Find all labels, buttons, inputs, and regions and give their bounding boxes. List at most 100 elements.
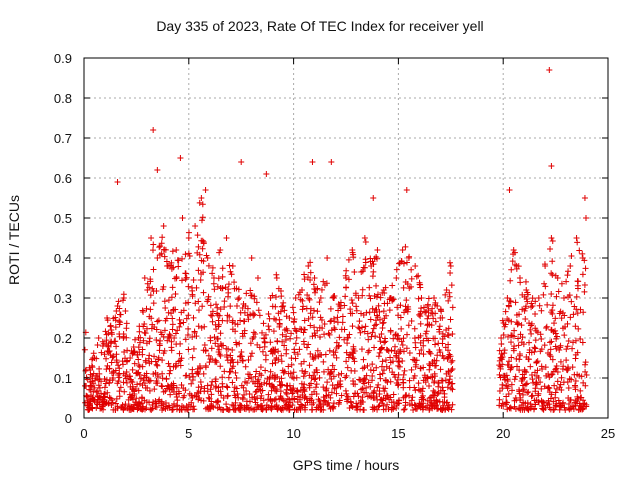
data-point — [572, 377, 579, 384]
data-point — [266, 315, 273, 322]
data-point — [254, 401, 261, 408]
data-point — [538, 385, 545, 392]
data-point — [247, 340, 254, 347]
data-point — [436, 323, 443, 330]
data-point — [369, 329, 376, 336]
data-point — [131, 360, 138, 367]
data-point — [311, 376, 318, 383]
data-point — [128, 393, 135, 400]
data-point — [515, 263, 522, 270]
data-point — [215, 275, 222, 282]
data-point — [154, 362, 161, 369]
data-point — [139, 346, 146, 353]
data-point — [531, 369, 538, 376]
data-point — [327, 370, 334, 377]
data-point — [182, 336, 189, 343]
data-point — [567, 314, 574, 321]
data-point — [433, 402, 440, 409]
data-point — [496, 347, 503, 354]
data-point — [550, 398, 557, 405]
data-point — [581, 257, 588, 264]
data-point — [177, 155, 184, 161]
data-point — [382, 335, 389, 342]
data-point — [571, 371, 578, 378]
data-point — [558, 280, 565, 287]
data-point — [136, 323, 143, 330]
data-point — [307, 276, 314, 283]
data-point — [286, 396, 293, 403]
data-point — [548, 326, 555, 333]
data-point — [185, 283, 192, 290]
data-point — [216, 346, 223, 353]
data-point — [406, 349, 413, 356]
data-point — [343, 267, 350, 274]
data-point — [262, 367, 269, 374]
data-point — [401, 406, 408, 413]
data-point — [507, 297, 514, 304]
data-point — [281, 342, 288, 349]
data-point — [379, 289, 386, 296]
data-point — [353, 303, 360, 310]
data-point — [400, 384, 407, 391]
data-point — [281, 368, 288, 375]
data-point — [574, 285, 581, 292]
data-point — [242, 363, 249, 370]
data-point — [508, 363, 515, 370]
data-point — [412, 405, 419, 412]
data-point — [364, 362, 371, 369]
data-point — [388, 399, 395, 406]
data-point — [527, 326, 534, 333]
data-point — [246, 398, 253, 405]
data-point — [283, 398, 290, 405]
data-point — [392, 374, 399, 381]
data-point — [306, 296, 313, 303]
data-point — [389, 282, 396, 289]
data-point — [446, 289, 453, 296]
data-point — [223, 401, 230, 408]
data-point — [345, 276, 352, 283]
data-point — [406, 253, 413, 260]
data-point — [367, 295, 374, 302]
data-point — [540, 291, 547, 298]
data-point — [577, 387, 584, 394]
data-point — [112, 324, 119, 331]
data-point — [379, 400, 386, 407]
data-point — [246, 391, 253, 397]
data-point — [160, 223, 167, 229]
data-point — [269, 303, 276, 310]
data-point — [179, 215, 186, 221]
data-point — [569, 339, 576, 346]
data-point — [512, 406, 519, 413]
data-point — [237, 402, 244, 409]
data-point — [263, 171, 270, 177]
data-point — [192, 300, 199, 307]
data-point — [293, 374, 300, 381]
x-axis-label: GPS time / hours — [292, 457, 400, 473]
data-point — [154, 255, 161, 261]
data-point — [417, 365, 424, 372]
data-point — [198, 195, 205, 201]
data-point — [140, 337, 147, 344]
data-point — [107, 323, 114, 330]
data-point — [188, 399, 195, 406]
data-point — [178, 277, 185, 284]
data-point — [275, 310, 282, 317]
data-point — [283, 313, 290, 320]
data-point — [565, 338, 572, 345]
data-point — [232, 369, 239, 376]
chart-title: Day 335 of 2023, Rate Of TEC Index for r… — [156, 18, 484, 34]
data-point — [528, 330, 535, 337]
data-point — [326, 347, 333, 354]
data-point — [87, 371, 94, 378]
data-point — [330, 349, 337, 356]
data-point — [367, 383, 374, 390]
data-point — [363, 384, 370, 391]
data-point — [517, 405, 524, 412]
data-point — [162, 305, 169, 312]
data-point — [136, 339, 143, 346]
data-point — [439, 330, 446, 337]
data-point — [574, 349, 581, 356]
data-point — [94, 341, 101, 348]
data-point — [388, 406, 395, 413]
data-point — [348, 402, 355, 409]
